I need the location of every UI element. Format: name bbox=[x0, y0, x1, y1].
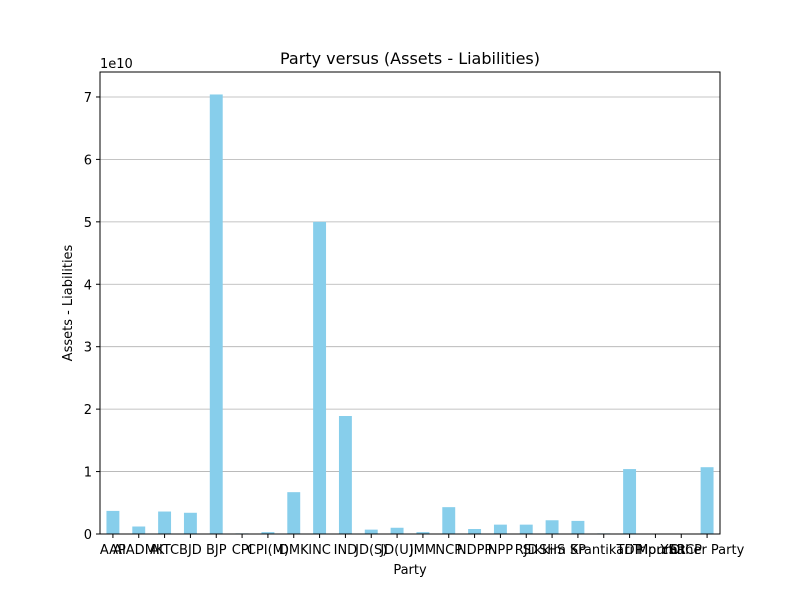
y-tick-label: 1 bbox=[84, 466, 92, 481]
x-tick-label: CPI bbox=[232, 543, 253, 558]
x-tick-label: AITC bbox=[150, 543, 179, 558]
y-tick-label: 5 bbox=[84, 216, 92, 231]
bars bbox=[106, 94, 714, 535]
y-axis-exponent: 1e10 bbox=[100, 57, 133, 72]
x-tick-label: NDPP bbox=[457, 543, 493, 558]
bar-aiadmk bbox=[132, 526, 146, 534]
x-axis-label: Party bbox=[393, 563, 427, 578]
bar-cpi-m- bbox=[261, 532, 275, 534]
y-tick-label: 3 bbox=[84, 341, 92, 356]
x-tick-label: AAP bbox=[100, 543, 126, 558]
bar-jd-s- bbox=[364, 529, 378, 534]
bar-others bbox=[700, 467, 714, 534]
bar-npp bbox=[493, 524, 507, 534]
y-axis-label: Assets - Liabilities bbox=[61, 244, 76, 361]
bar-shs bbox=[545, 520, 559, 534]
x-tick-label: NPP bbox=[488, 543, 514, 558]
x-tick-label: SHS bbox=[539, 543, 565, 558]
bar-tdp bbox=[623, 469, 637, 534]
x-tick-label: DMK bbox=[279, 543, 309, 558]
y-tick-label: 4 bbox=[84, 278, 92, 293]
x-tick-label: CPI(M) bbox=[247, 543, 289, 558]
bar-sp bbox=[571, 520, 585, 534]
x-tick-label: IND bbox=[334, 543, 358, 558]
x-tick-label: NCP bbox=[435, 543, 462, 558]
y-ticks: 0 1 2 3 4 5 6 7 bbox=[84, 91, 100, 543]
x-tick-label: BJD bbox=[179, 543, 202, 558]
x-tick-label: AIADMK bbox=[113, 543, 165, 558]
gridlines bbox=[100, 96, 720, 535]
bar-jmm bbox=[416, 532, 430, 534]
bar-aitc bbox=[158, 511, 172, 534]
bar-aap bbox=[106, 510, 120, 534]
x-tick-label: JMM bbox=[409, 543, 436, 558]
x-tick-label: JD(U) bbox=[379, 543, 414, 558]
bar-jd-u- bbox=[390, 527, 404, 534]
x-tick-label: BJP bbox=[206, 543, 227, 558]
bar-bjp bbox=[209, 94, 223, 534]
bar-inc bbox=[313, 221, 327, 535]
x-tick-label: JD(S) bbox=[354, 543, 387, 558]
x-tick-label: Other Party bbox=[670, 543, 745, 558]
plot-frame bbox=[99, 71, 721, 535]
y-tick-label: 2 bbox=[84, 403, 92, 418]
x-tick-label: SP bbox=[570, 543, 586, 558]
chart-title: Party versus (Assets - Liabilities) bbox=[280, 49, 540, 68]
x-tick-label: Tripura bbox=[632, 543, 678, 558]
y-tick-label: 0 bbox=[84, 528, 92, 543]
x-tick-label: TDP bbox=[616, 543, 643, 558]
x-tick-label: INC bbox=[308, 543, 331, 558]
bar-rjd bbox=[519, 524, 533, 534]
bar-dmk bbox=[287, 492, 301, 534]
x-tick-label: RJD bbox=[515, 543, 538, 558]
y-tick-label: 7 bbox=[84, 91, 92, 106]
x-tick-label: YSRCP bbox=[660, 543, 703, 558]
bar-ndpp bbox=[468, 529, 482, 534]
bar-ind bbox=[338, 416, 352, 534]
bar-ncp bbox=[442, 507, 456, 534]
x-tick-label: Sikkim Krantikari Morcha bbox=[523, 543, 685, 558]
bar-bjd bbox=[183, 512, 197, 534]
y-tick-label: 6 bbox=[84, 153, 92, 168]
